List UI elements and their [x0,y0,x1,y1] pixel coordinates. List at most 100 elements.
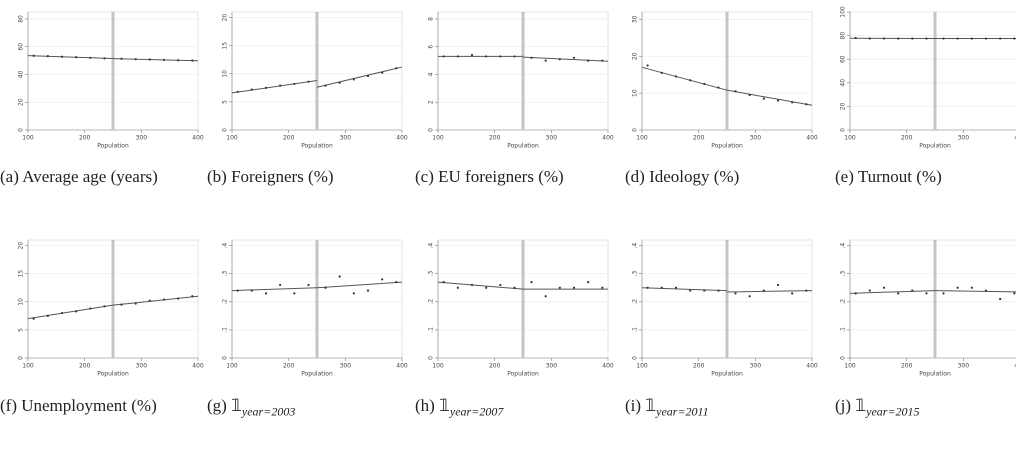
bin-mean-point [307,283,310,287]
caption-indicator: 𝟙 [231,396,242,415]
bin-mean-point [882,37,886,40]
bin-mean-point [32,317,35,320]
bin-mean-point [264,292,268,295]
bin-mean-point [854,36,857,40]
caption-text: Average age (years) [22,167,158,186]
caption-subscript: year=2011 [656,404,709,419]
y-tick-label: 20 [18,242,25,250]
bin-mean-point [250,88,253,91]
y-tick-label: .4 [428,243,435,249]
caption-subscript: year=2003 [241,404,296,419]
x-tick-label: 300 [958,135,970,142]
panel-caption: (g) 𝟙year=2003 [207,395,403,422]
bin-mean-point [103,57,106,60]
bin-mean-point [587,59,590,62]
bin-mean-point [366,74,370,78]
x-tick-label: 200 [283,363,295,370]
bin-mean-point [530,56,533,59]
x-tick-label: 100 [226,363,238,370]
bin-mean-point [120,57,123,60]
bin-mean-point [558,286,561,289]
x-axis-label: Population [301,371,333,378]
bin-mean-point [942,292,945,295]
x-tick-label: 300 [750,363,762,370]
caption-text: Foreigners (%) [231,167,334,186]
caption-label: (i) [625,396,642,415]
bin-mean-point [703,82,706,86]
x-tick-label: 200 [79,135,91,142]
caption-indicator: 𝟙 [439,396,450,415]
bin-mean-point [674,286,678,289]
bin-mean-point [60,311,64,315]
bin-mean-point [530,281,533,284]
y-tick-label: 80 [840,32,847,40]
bin-mean-point [381,71,384,74]
bin-mean-point [956,37,959,40]
y-tick-label: .2 [428,299,435,305]
panel-chart: 0 5 10 15 20 100 200 300 400 Population [222,11,408,150]
y-tick-label: 0 [632,128,639,132]
x-tick-label: 100 [844,135,856,142]
x-tick-label: 100 [844,363,856,370]
y-tick-label: .3 [632,271,639,277]
y-tick-label: 2 [428,100,435,104]
caption-subscript: year=2007 [449,404,504,419]
bin-mean-point [352,78,355,81]
bin-mean-point [572,286,576,289]
bin-mean-point [805,289,808,292]
y-tick-label: 0 [840,128,847,132]
x-tick-label: 400 [192,135,204,142]
x-tick-label: 400 [396,363,408,370]
y-tick-label: 0 [18,356,25,360]
panel-chart: 0 .1 .2 .3 .4 100 200 300 400 Population [222,239,408,378]
fit-line [437,281,524,290]
bin-mean-point [75,56,78,59]
bin-mean-point [999,297,1002,301]
bin-mean-point [162,58,166,61]
bin-mean-point [646,64,649,67]
bin-mean-point [956,286,959,289]
y-tick-label: 8 [428,17,435,21]
bin-mean-point [925,292,928,295]
bin-mean-point [601,59,604,62]
bin-mean-point [366,289,370,292]
caption-label: (j) [835,396,852,415]
x-axis-label: Population [919,371,951,378]
x-axis-label: Population [507,371,539,378]
y-tick-label: 20 [18,98,25,106]
y-tick-label: .4 [222,243,229,249]
panel-caption: (h) 𝟙year=2007 [415,395,611,422]
y-tick-label: .3 [840,271,847,277]
bin-mean-point [120,303,123,306]
bin-mean-point [1013,37,1016,40]
panel-caption: (a) Average age (years) [0,166,196,188]
y-tick-label: 60 [18,43,25,51]
bin-mean-point [499,55,502,58]
bin-mean-point [660,71,663,74]
y-tick-label: 0 [222,128,229,132]
y-tick-label: 20 [222,14,229,22]
bin-mean-point [674,75,678,78]
bin-mean-point [897,37,900,40]
y-tick-label: .1 [222,327,229,333]
bin-mean-point [762,97,765,100]
bin-mean-point [177,297,180,300]
y-tick-label: 10 [18,298,25,306]
bin-mean-point [717,86,720,89]
x-tick-label: 300 [340,363,352,370]
bin-mean-point [748,93,751,97]
bin-mean-point [776,99,780,102]
x-axis-label: Population [301,143,333,150]
y-tick-label: .2 [222,299,229,305]
bin-mean-point [307,80,310,83]
panel-caption: (j) 𝟙year=2015 [835,395,1016,422]
caption-subscript: year=2015 [866,404,920,419]
bin-mean-point [544,59,547,62]
x-tick-label: 100 [636,363,648,370]
bin-mean-point [717,289,720,292]
fit-line [316,66,403,88]
bin-mean-point [970,286,973,289]
bin-mean-point [236,289,239,292]
caption-label: (b) [207,167,227,186]
fit-line [849,290,936,294]
